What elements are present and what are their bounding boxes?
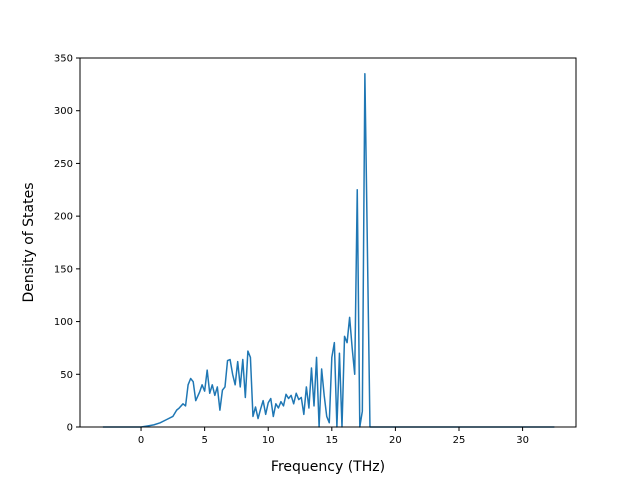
y-tick-label: 250 (54, 159, 73, 170)
y-tick-label: 50 (60, 370, 73, 381)
x-tick-label: 15 (325, 435, 338, 446)
y-tick-label: 350 (54, 54, 73, 65)
x-tick-label: 0 (138, 435, 144, 446)
x-tick-label: 30 (516, 435, 529, 446)
y-axis-label: Density of States (21, 183, 37, 303)
y-tick-label: 300 (54, 106, 73, 117)
x-axis-label: Frequency (THz) (271, 459, 385, 475)
plot-area (102, 73, 555, 428)
y-tick-label: 100 (54, 317, 73, 328)
series-line-0 (102, 73, 555, 428)
y-tick-label: 150 (54, 264, 73, 275)
x-tick-label: 5 (201, 435, 207, 446)
axes-frame (79, 57, 577, 428)
x-tick-label: 10 (262, 435, 275, 446)
y-tick-label: 200 (54, 212, 73, 223)
x-tick-label: 25 (453, 435, 466, 446)
x-tick-label: 20 (389, 435, 402, 446)
y-tick-label: 0 (67, 423, 73, 434)
